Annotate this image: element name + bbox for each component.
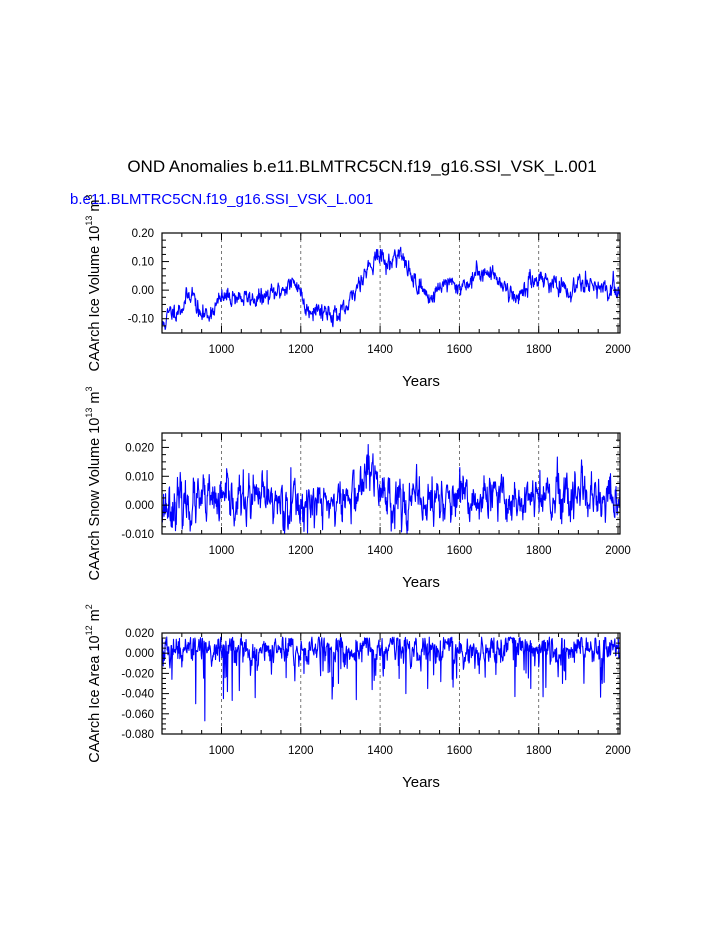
x-tick-label: 1800 bbox=[526, 545, 552, 557]
x-axis-label: Years bbox=[402, 373, 440, 390]
y-axis-label: CAArch Ice Volume 1013 m3 bbox=[84, 194, 103, 371]
x-tick-label: 1200 bbox=[288, 344, 314, 356]
x-tick-label: 2000 bbox=[605, 745, 631, 757]
y-tick-label: -0.020 bbox=[121, 668, 154, 680]
y-axis-label-unit: m bbox=[87, 200, 103, 212]
series-line bbox=[161, 636, 621, 722]
chart-subtitle: b.e11.BLMTRC5CN.f19_g16.SSI_VSK_L.001 bbox=[70, 191, 373, 208]
y-tick-label: 0.010 bbox=[125, 471, 154, 483]
y-tick-label: 0.10 bbox=[132, 257, 154, 269]
y-tick-label: -0.080 bbox=[121, 729, 154, 741]
y-axis-label-unit-exponent: 3 bbox=[84, 194, 94, 199]
y-tick-label: 0.020 bbox=[125, 442, 154, 454]
x-axis-label: Years bbox=[402, 774, 440, 791]
x-tick-label: 1200 bbox=[288, 745, 314, 757]
y-tick-label: -0.010 bbox=[121, 529, 154, 541]
y-tick-label: 0.000 bbox=[125, 500, 154, 512]
y-axis-label: CAArch Ice Area 1012 m2 bbox=[84, 604, 103, 762]
y-axis-label-main: CAArch Ice Area 10 bbox=[87, 635, 103, 762]
y-axis-label-main: CAArch Snow Volume 10 bbox=[87, 418, 103, 581]
x-tick-label: 1200 bbox=[288, 545, 314, 557]
y-axis-label: CAArch Snow Volume 1013 m3 bbox=[84, 387, 103, 581]
y-axis-label-exponent: 13 bbox=[84, 216, 94, 226]
chart-title: OND Anomalies b.e11.BLMTRC5CN.f19_g16.SS… bbox=[127, 157, 596, 176]
x-tick-label: 1800 bbox=[526, 344, 552, 356]
series-line bbox=[161, 246, 621, 331]
panel-1: -0.10 0.00 0.10 0.20 1000 1200 1400 1600 1800 200… bbox=[84, 194, 631, 390]
y-tick-label: 0.20 bbox=[132, 228, 154, 240]
y-tick-label: 0.020 bbox=[125, 628, 154, 640]
y-axis-label-exponent: 13 bbox=[84, 408, 94, 418]
panel-2: -0.010 0.000 0.010 0.020 1000 1200 1400 1600 180… bbox=[84, 387, 631, 591]
x-tick-label: 1400 bbox=[367, 344, 393, 356]
x-tick-label: 1600 bbox=[447, 545, 473, 557]
x-axis-label: Years bbox=[402, 574, 440, 591]
x-tick-label: 2000 bbox=[605, 344, 631, 356]
y-tick-label: -0.060 bbox=[121, 709, 154, 721]
x-tick-label: 1400 bbox=[367, 545, 393, 557]
y-tick-label: 0.000 bbox=[125, 648, 154, 660]
series-line bbox=[161, 443, 621, 535]
y-axis-label-unit-exponent: 3 bbox=[84, 387, 94, 392]
x-tick-label: 1800 bbox=[526, 745, 552, 757]
y-tick-label: 0.00 bbox=[132, 285, 154, 297]
x-tick-label: 1600 bbox=[447, 344, 473, 356]
x-tick-label: 1000 bbox=[209, 344, 235, 356]
y-axis-label-unit: m bbox=[87, 609, 103, 621]
x-tick-label: 1600 bbox=[447, 745, 473, 757]
y-tick-label: -0.040 bbox=[121, 689, 154, 701]
y-tick-label: -0.10 bbox=[128, 314, 154, 326]
y-axis-label-main: CAArch Ice Volume 10 bbox=[87, 226, 103, 372]
panel-3: -0.080 -0.060 -0.040 -0.020 0.000 0.020 1000 12… bbox=[84, 604, 631, 791]
y-axis-label-exponent: 12 bbox=[84, 625, 94, 635]
x-tick-label: 1400 bbox=[367, 745, 393, 757]
x-tick-label: 1000 bbox=[209, 545, 235, 557]
x-tick-label: 2000 bbox=[605, 545, 631, 557]
y-axis-label-unit-exponent: 2 bbox=[84, 604, 94, 609]
y-axis-label-unit: m bbox=[87, 392, 103, 404]
x-tick-label: 1000 bbox=[209, 745, 235, 757]
